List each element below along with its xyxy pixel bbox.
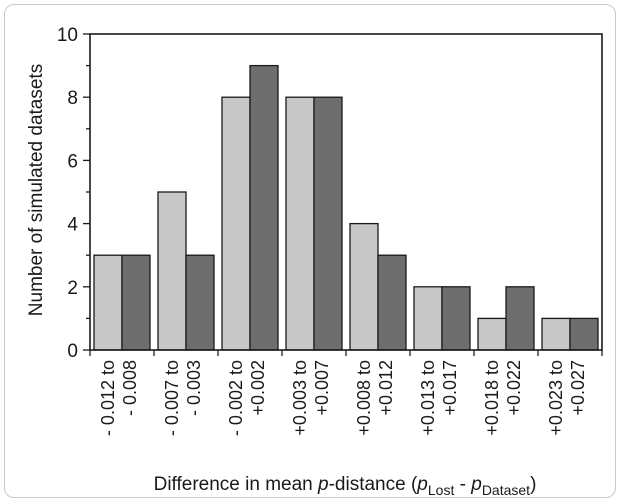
x-category-label-2-line2: - 0.003 xyxy=(184,360,204,416)
x-category-label-4-line2: +0.007 xyxy=(312,360,332,416)
x-category-label-8-line2: +0.027 xyxy=(568,360,588,416)
x-category-label-2-line1: - 0.007 to xyxy=(162,360,182,436)
y-axis-title: Number of simulated datasets xyxy=(26,64,47,316)
bar-series1-6 xyxy=(413,286,443,351)
x-category-label-7-line1: +0.018 to xyxy=(482,360,502,436)
x-axis-title-sub-lost: Lost xyxy=(428,482,455,498)
y-ticks-layer: 0 2 4 6 8 10 xyxy=(57,25,90,362)
bar-series2-4 xyxy=(313,96,343,351)
y-tick-label-10: 10 xyxy=(57,25,78,46)
x-axis-title: Difference in mean p-distance (pLost - p… xyxy=(154,474,537,498)
y-tick-label-6: 6 xyxy=(67,151,78,172)
x-category-label-4-line1: +0.003 to xyxy=(290,360,310,436)
bar-series2-8 xyxy=(569,317,599,351)
x-category-label-5-line1: +0.008 to xyxy=(354,360,374,436)
x-axis-title-sub-dataset: Dataset xyxy=(482,482,530,498)
bars-layer xyxy=(93,64,599,351)
x-category-label-5-line2: +0.012 xyxy=(376,360,396,416)
y-tick-label-0: 0 xyxy=(67,341,78,362)
x-category-label-1-line2: - 0.008 xyxy=(120,360,140,416)
x-category-label-8-line1: +0.023 to xyxy=(546,360,566,436)
x-axis-title-p-lost: p xyxy=(416,474,428,495)
bar-series1-4 xyxy=(285,96,315,351)
y-tick-label-4: 4 xyxy=(67,215,78,236)
bar-series2-5 xyxy=(377,254,407,351)
x-category-label-6-line1: +0.013 to xyxy=(418,360,438,436)
bar-series2-3 xyxy=(249,64,279,351)
x-axis-title-sep: - xyxy=(454,474,471,495)
bar-series1-7 xyxy=(477,317,507,351)
bar-series1-2 xyxy=(157,191,187,351)
x-axis-title-prefix: Difference in mean xyxy=(154,474,318,495)
bar-series2-1 xyxy=(121,254,151,351)
x-category-label-6-line2: +0.017 xyxy=(440,360,460,416)
x-axis-title-p-dataset: p xyxy=(470,474,482,495)
bar-series1-8 xyxy=(541,317,571,351)
bar-series1-1 xyxy=(93,254,123,351)
x-category-label-3-line2: +0.002 xyxy=(248,360,268,416)
x-category-label-1-line1: - 0.012 to xyxy=(98,360,118,436)
bar-series2-7 xyxy=(505,286,535,351)
bar-series1-5 xyxy=(349,222,379,351)
x-category-labels: - 0.012 to - 0.008 - 0.007 to - 0.003 - 0.00… xyxy=(98,360,588,436)
y-tick-label-2: 2 xyxy=(67,278,78,299)
y-tick-label-8: 8 xyxy=(67,88,78,109)
x-axis-title-middle: -distance ( xyxy=(329,474,418,495)
x-category-label-7-line2: +0.022 xyxy=(504,360,524,416)
x-axis-title-suffix: ) xyxy=(530,474,536,495)
x-category-label-3-line1: - 0.002 to xyxy=(226,360,246,436)
x-axis-title-p: p xyxy=(317,474,329,495)
bar-series2-6 xyxy=(441,286,471,351)
bar-series1-3 xyxy=(221,96,251,351)
bar-series2-2 xyxy=(185,254,215,351)
